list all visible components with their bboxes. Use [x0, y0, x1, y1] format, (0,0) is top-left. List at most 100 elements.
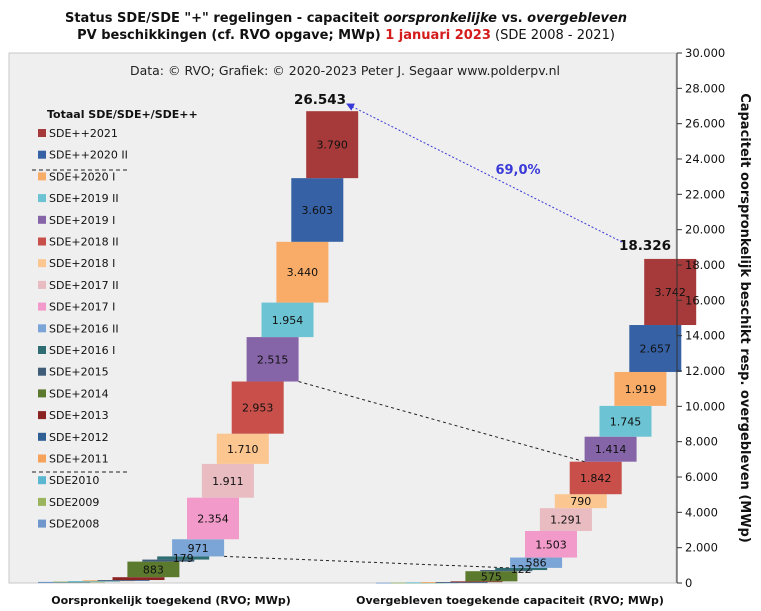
x-category-original: Oorspronkelijk toegekend (RVO; MWp) [51, 594, 291, 607]
data-label-remaining-sdeplus2017-i: 1.503 [535, 538, 567, 551]
legend-label-sde2008: SDE2008 [49, 518, 99, 531]
data-label-original-sdeplus2018-ii: 2.953 [242, 402, 274, 415]
bar-original-sdeplus2014 [127, 561, 180, 578]
data-label-remaining-sdeplus2019-ii: 1.745 [610, 415, 642, 428]
y-tick-label: 28.000 [685, 81, 725, 95]
data-label-remaining-sdeplus2014: 575 [481, 570, 502, 583]
data-label-remaining-sdeplus2017-ii: 1.291 [550, 514, 582, 527]
legend-title: Totaal SDE/SDE+/SDE++ [47, 108, 198, 121]
legend-swatch-sdeplus2020-i [38, 172, 46, 181]
data-label-original-sdeplus2019-i: 2.515 [257, 353, 289, 366]
bar-original-sdeplus2012 [97, 580, 150, 581]
legend-label-sdeplus2016-ii: SDE+2016 II [49, 322, 119, 335]
bar-remaining-sdeplus2017-i [525, 530, 577, 558]
bar-original-sdeplus2017-ii [201, 463, 254, 498]
data-label-remaining-sdeplus2018-i: 790 [570, 495, 591, 508]
y-tick-label: 20.000 [685, 223, 725, 237]
bar-remaining-sdeplus2019-i [584, 436, 637, 462]
legend-label-sdeplus2016-i: SDE+2016 I [49, 344, 115, 357]
legend-label-sde2010: SDE2010 [49, 474, 99, 487]
legend: SDE++2021 SDE++2020 II SDE+2020 I SDE+2019 … [38, 127, 128, 531]
data-label-original-sdeplus2014: 883 [143, 563, 164, 576]
bar-original-sdeplus2020-i [276, 241, 329, 303]
legend-label-sdeplusplus2020-ii: SDE++2020 II [49, 149, 128, 162]
y-tick-label: 8.000 [685, 435, 718, 449]
bar-remaining-sdeplus2017-ii [539, 508, 592, 531]
bar-original-sdeplus2018-ii [231, 381, 284, 434]
legend-swatch-sdeplus2015 [38, 367, 46, 376]
legend-swatch-sdeplus2019-ii [38, 194, 46, 203]
source-note: Data: © RVO; Grafiek: © 2020-2023 Peter … [130, 63, 560, 78]
bar-remaining-sdeplusplus2020-ii [629, 325, 682, 372]
data-label-original-sdeplusplus2021: 3.790 [316, 139, 348, 152]
bar-original-sdeplus2015 [142, 559, 195, 562]
y-axis-ticks: 0 2.000 4.000 6.000 8.000 10.000 12.000 14.000 1… [677, 46, 725, 590]
y-tick-label: 24.000 [685, 152, 725, 166]
ratio-label: 69,0% [495, 163, 540, 178]
y-tick-label: 10.000 [685, 399, 725, 413]
legend-swatch-sdeplus2019-i [38, 215, 46, 224]
bar-original-sdeplusplus2021 [306, 111, 359, 179]
guide-line-sdeplus2019-i [298, 381, 585, 463]
data-label-remaining-sdeplus2018-ii: 1.842 [580, 472, 612, 485]
legend-swatch-sdeplus2018-ii [38, 237, 46, 246]
data-label-remaining-sdeplus2016-i: 122 [511, 563, 532, 576]
legend-label-sdeplus2018-i: SDE+2018 I [49, 257, 115, 270]
data-label-original-sdeplus2020-i: 3.440 [287, 266, 319, 279]
data-label-original-sdeplus2019-ii: 1.954 [272, 314, 304, 327]
legend-label-sdeplus2017-i: SDE+2017 I [49, 301, 115, 314]
legend-swatch-sdeplus2017-i [38, 302, 46, 311]
y-tick-label: 16.000 [685, 293, 725, 307]
bar-remaining-sdeplus2019-ii [599, 405, 652, 437]
data-label-original-sdeplus2016-i: 179 [173, 552, 194, 565]
data-label-remaining-sdeplusplus2021: 3.742 [654, 286, 686, 299]
bar-remaining-sdeplus2018-i [554, 494, 607, 509]
legend-swatch-sdeplusplus2020-ii [38, 150, 46, 159]
legend-label-sdeplus2018-ii: SDE+2018 II [49, 236, 119, 249]
ratio-arrow [346, 103, 623, 243]
bars [38, 111, 697, 584]
bar-remaining-sdeplus2020-i [614, 371, 667, 406]
legend-swatch-sdeplusplus2021 [38, 129, 46, 137]
bar-original-sdeplus2019-i [246, 337, 299, 382]
y-tick-label: 14.000 [685, 329, 725, 343]
data-label-original-sdeplus2018-i: 1.710 [227, 443, 259, 456]
legend-label-sdeplus2019-i: SDE+2019 I [49, 214, 115, 227]
y-tick-label: 12.000 [685, 364, 725, 378]
legend-label-sdeplus2015: SDE+2015 [49, 366, 109, 379]
bar-remaining-sdeplus2013 [450, 581, 503, 583]
bar-original-sdeplus2018-i [216, 433, 269, 464]
y-tick-label: 30.000 [685, 46, 725, 60]
legend-label-sdeplus2012: SDE+2012 [49, 431, 109, 444]
legend-swatch-sdeplus2018-i [38, 259, 46, 268]
data-label-remaining-sdeplus2019-i: 1.414 [595, 443, 627, 456]
bar-original-sde2010 [67, 581, 120, 582]
bar-original-sdeplus2013 [112, 577, 165, 581]
legend-swatch-sdeplus2012 [38, 432, 46, 441]
data-label-remaining-sdeplus2016-ii: 586 [526, 557, 547, 570]
y-tick-label: 4.000 [685, 505, 718, 519]
y-axis-label: Capaciteit oorspronkelijk beschikt resp.… [737, 93, 752, 543]
bar-remaining-sdeplusplus2021 [644, 258, 697, 326]
bar-original-sdeplus2019-ii [261, 302, 314, 338]
chart-title-line-2: PV beschikkingen (cf. RVO opgave; MWp) 1… [77, 28, 615, 43]
bar-original-sdeplus2016-i [157, 556, 210, 560]
legend-swatch-sdeplus2016-ii [38, 324, 46, 333]
legend-label-sdeplus2017-ii: SDE+2017 II [49, 279, 119, 292]
chart-title-line-1: Status SDE/SDE "+" regelingen - capacite… [65, 11, 627, 26]
bar-remaining-sdeplus2016-i [495, 567, 548, 571]
legend-swatch-sdeplus2013 [38, 411, 46, 420]
legend-swatch-sde2010 [38, 476, 46, 485]
y-tick-label: 2.000 [685, 541, 718, 555]
legend-swatch-sde2008 [38, 519, 46, 528]
bar-remaining-sdeplus2015 [480, 570, 533, 572]
bar-remaining-sdeplus2012 [435, 582, 488, 583]
data-label-remaining-sdeplusplus2020-ii: 2.657 [640, 343, 672, 356]
bar-remaining-sdeplus2016-ii [510, 557, 563, 568]
data-label-original-sdeplusplus2020-ii: 3.603 [302, 204, 334, 217]
bar-original-sdeplusplus2020-ii [291, 178, 344, 242]
legend-label-sdeplus2014: SDE+2014 [49, 387, 109, 400]
legend-label-sdeplus2019-ii: SDE+2019 II [49, 192, 119, 205]
legend-swatch-sdeplus2011 [38, 454, 46, 463]
